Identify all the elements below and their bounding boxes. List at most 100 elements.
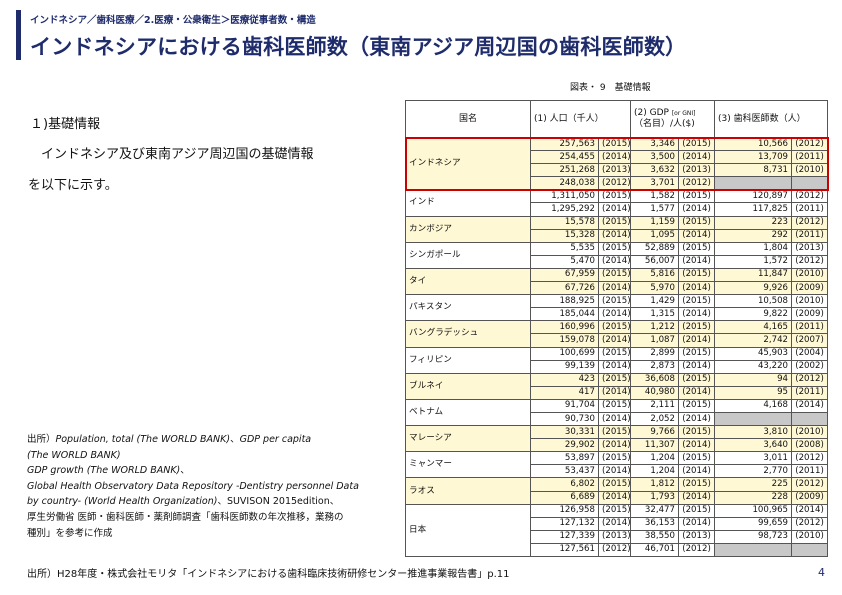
gdp-year: (2012)	[677, 176, 716, 191]
population-year: (2015)	[598, 503, 631, 518]
section-body: インドネシア及び東南アジア周辺国の基礎情報 を以下に示す。	[28, 139, 373, 201]
gdp-value: 1,577	[630, 202, 679, 217]
population-value: 126,958	[530, 503, 599, 518]
page-number: 4	[818, 566, 825, 579]
population-value: 127,339	[530, 529, 599, 544]
gdp-value: 1,812	[630, 477, 679, 492]
population-year: (2014)	[598, 333, 631, 348]
footer-source: 出所）H28年度・株式会社モリタ「インドネシアにおける歯科臨床技術研修センター推…	[27, 569, 510, 580]
country-name: タイ	[405, 267, 531, 296]
table-row: ラオス 6,802 (2015) 1,812 (2015) 225 (2012)	[405, 477, 829, 505]
dentists-value: 43,220	[714, 359, 793, 374]
gdp-value: 32,477	[630, 503, 679, 518]
header-gdp: (2) GDP [or GNI] （名目）/人($)	[629, 100, 716, 138]
dentists-value: 3,011	[714, 451, 793, 466]
dentists-year: (2011)	[791, 228, 829, 243]
dentists-year: (2012)	[791, 477, 829, 492]
gdp-year: (2015)	[677, 241, 716, 256]
gdp-year: (2015)	[677, 477, 716, 492]
gdp-value: 3,701	[630, 176, 679, 191]
gdp-value: 1,204	[630, 464, 679, 479]
population-year: (2015)	[598, 189, 631, 204]
table-row: 185,044 (2014) 1,315 (2014) 9,822 (2009)	[406, 307, 829, 322]
dentists-year: (2009)	[791, 490, 829, 505]
table-row: パキスタン 188,925 (2015) 1,429 (2015) 10,508 (2010…	[405, 294, 829, 322]
gdp-year: (2015)	[677, 215, 716, 230]
dentists-value: 45,903	[714, 346, 793, 361]
gdp-value: 5,816	[630, 267, 679, 283]
gdp-value: 56,007	[630, 254, 679, 269]
dentists-year	[791, 411, 829, 427]
table-row: 29,902 (2014) 11,307 (2014) 3,640 (2008)	[406, 438, 829, 453]
population-year: (2012)	[598, 542, 631, 558]
section-body-line-1: インドネシア及び東南アジア周辺国の基礎情報	[41, 147, 314, 162]
gdp-value: 52,889	[630, 241, 679, 256]
dentists-value: 99,659	[714, 516, 793, 531]
gdp-value: 1,582	[630, 189, 679, 204]
country-name: パキスタン	[405, 294, 531, 322]
gdp-value: 3,632	[630, 163, 679, 178]
population-year: (2015)	[598, 136, 631, 152]
dentists-value: 4,165	[714, 320, 793, 335]
population-year: (2014)	[598, 438, 631, 453]
population-year: (2014)	[598, 385, 631, 400]
dentists-value: 1,804	[714, 241, 793, 256]
population-value: 6,689	[530, 490, 599, 505]
gdp-year: (2013)	[677, 529, 716, 544]
source-suvison: 、SUVISON 2015edition、	[217, 496, 340, 508]
header-dentists: (3) 歯科医師数（人）	[714, 100, 829, 138]
gdp-year: (2015)	[677, 451, 716, 466]
population-year: (2015)	[598, 398, 631, 413]
dentists-value	[714, 411, 793, 427]
gdp-year: (2014)	[677, 411, 716, 427]
population-value: 159,078	[530, 333, 599, 348]
page-title: インドネシアにおける歯科医師数（東南アジア周辺国の歯科医師数）	[30, 35, 687, 59]
table-row: バングラデッシュ 160,996 (2015) 1,212 (2015) 4,165 (20…	[405, 320, 829, 348]
source-gdp: GDP per capita	[239, 434, 312, 445]
gdp-year: (2014)	[677, 254, 716, 269]
gdp-value: 1,159	[630, 215, 679, 230]
population-year: (2014)	[598, 411, 631, 427]
population-value: 6,802	[530, 477, 599, 492]
dentists-year: (2011)	[791, 150, 829, 165]
table-row: インドネシア 257,563 (2015) 3,346 (2015) 10,566 (201…	[405, 136, 829, 191]
population-value: 1,311,050	[530, 189, 599, 204]
population-year: (2014)	[598, 228, 631, 243]
source-line-6: 厚生労働省 医師・歯科医師・薬剤師調査「歯科医師数の年次推移，業務の	[27, 511, 344, 523]
gdp-value: 1,204	[630, 451, 679, 466]
gdp-year: (2014)	[677, 438, 716, 453]
population-value: 127,561	[530, 542, 599, 558]
table-row: ベトナム 91,704 (2015) 2,111 (2015) 4,168 (2014)	[405, 398, 829, 427]
basic-info-table: 国名 (1) 人口（千人） (2) GDP [or GNI] （名目）/人($)…	[404, 100, 829, 558]
dentists-value: 223	[714, 215, 793, 230]
population-value: 67,959	[530, 267, 599, 283]
source-sep-2: 、	[180, 465, 190, 477]
dentists-value: 94	[714, 372, 793, 387]
population-year: (2013)	[598, 163, 631, 178]
gdp-value: 46,701	[630, 542, 679, 558]
population-value: 251,268	[530, 163, 599, 178]
table-row: 159,078 (2014) 1,087 (2014) 2,742 (2007)	[406, 333, 829, 348]
dentists-value: 13,709	[714, 150, 793, 165]
population-year: (2015)	[598, 372, 631, 387]
population-year: (2014)	[598, 150, 631, 165]
country-group: フィリピン 100,699 (2015) 2,899 (2015) 45,903 (2004…	[405, 346, 829, 374]
table-row: シンガポール 5,535 (2015) 52,889 (2015) 1,804 (2013)	[405, 241, 829, 269]
gdp-year: (2015)	[677, 189, 716, 204]
population-year: (2015)	[598, 241, 631, 256]
gdp-value: 9,766	[630, 425, 679, 440]
dentists-value: 120,897	[714, 189, 793, 204]
population-year: (2015)	[598, 320, 631, 335]
population-value: 5,470	[530, 254, 599, 269]
gdp-year: (2014)	[677, 333, 716, 348]
dentists-year: (2012)	[791, 136, 829, 152]
gdp-year: (2014)	[677, 150, 716, 165]
table-row: 127,561 (2012) 46,701 (2012)	[406, 542, 829, 558]
dentists-value: 4,168	[714, 398, 793, 413]
gdp-value: 2,899	[630, 346, 679, 361]
table-row: 1,295,292 (2014) 1,577 (2014) 117,825 (2011)	[406, 202, 829, 217]
country-group: ミャンマー 53,897 (2015) 1,204 (2015) 3,011 (2012) 5…	[405, 451, 829, 479]
gdp-value: 1,429	[630, 294, 679, 309]
source-notes: 出所）Population, total (The WORLD BANK)、GD…	[27, 432, 392, 541]
gdp-value: 38,550	[630, 529, 679, 544]
